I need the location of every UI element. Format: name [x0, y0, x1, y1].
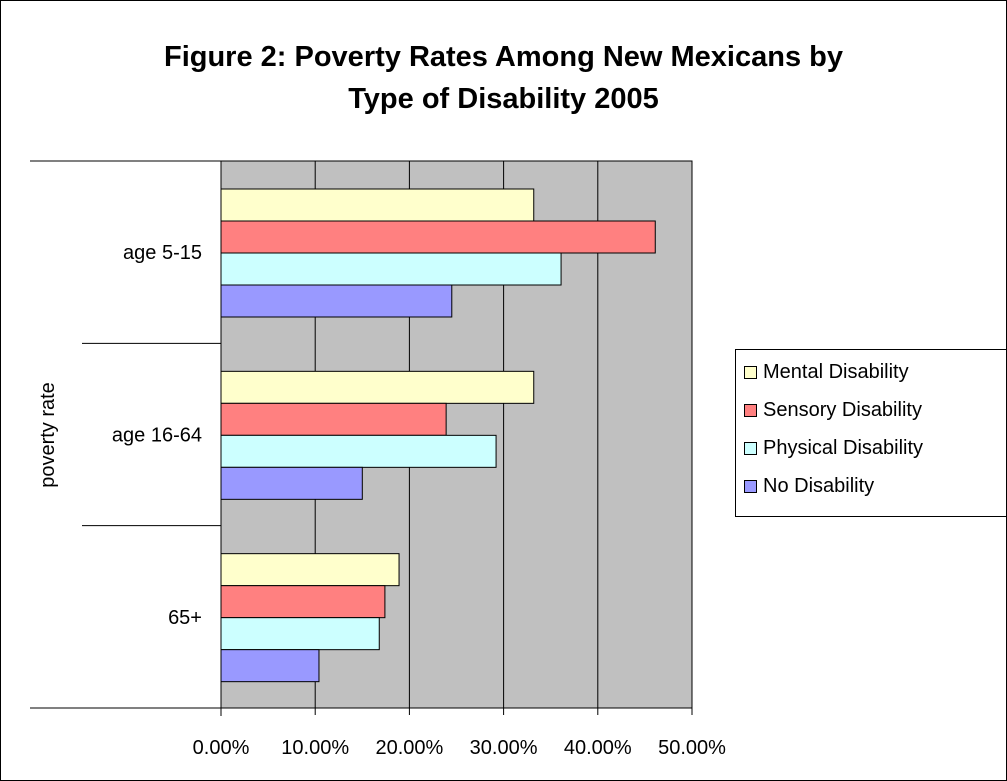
x-tick-label: 20.00%: [375, 737, 443, 759]
legend-item: No Disability: [744, 471, 874, 501]
x-tick-label: 0.00%: [193, 737, 250, 759]
bar: [220, 188, 535, 222]
bar: [220, 402, 447, 436]
bar: [220, 553, 400, 587]
bar: [220, 370, 535, 404]
legend-swatch: [744, 441, 757, 455]
bar: [220, 434, 497, 468]
y-axis-title: poverty rate: [37, 382, 59, 488]
legend-label: Mental Disability: [763, 360, 909, 383]
bar: [220, 585, 386, 619]
chart-legend: Mental Disability Sensory Disability Physi…: [735, 349, 1007, 517]
x-tick-label: 40.00%: [564, 737, 632, 759]
chart-title-line-1: Figure 2: Poverty Rates Among New Mexica…: [163, 41, 843, 73]
legend-label: No Disability: [763, 474, 875, 497]
legend-item: Mental Disability: [744, 357, 909, 387]
bar: [220, 252, 562, 286]
bar: [220, 617, 380, 651]
chart-title: Figure 2: Poverty Rates Among New Mexica…: [0, 36, 1007, 120]
bar: [220, 466, 363, 500]
legend-item: Sensory Disability: [744, 395, 922, 425]
legend-swatch: [744, 365, 757, 379]
legend-swatch: [744, 479, 757, 493]
x-tick-label: 30.00%: [470, 737, 538, 759]
legend-label: Physical Disability: [763, 436, 924, 459]
legend-swatch: [744, 403, 757, 417]
category-label: 65+: [168, 607, 202, 629]
bar: [220, 284, 453, 318]
x-tick-label: 10.00%: [281, 737, 349, 759]
bar: [220, 220, 656, 254]
bar: [220, 649, 320, 683]
x-tick-label: 50.00%: [658, 737, 726, 759]
category-label: age 16-64: [112, 425, 202, 447]
legend-label: Sensory Disability: [763, 398, 922, 421]
legend-item: Physical Disability: [744, 433, 923, 463]
category-label: age 5-15: [123, 242, 202, 264]
chart-title-line-2: Type of Disability 2005: [348, 83, 659, 115]
